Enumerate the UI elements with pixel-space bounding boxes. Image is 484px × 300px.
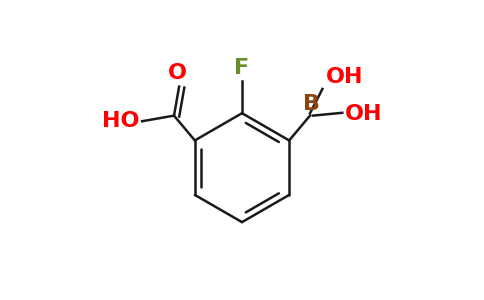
Text: HO: HO: [102, 111, 139, 131]
Text: F: F: [234, 58, 250, 78]
Text: B: B: [303, 94, 320, 114]
Text: OH: OH: [345, 104, 383, 124]
Text: O: O: [168, 63, 187, 83]
Text: OH: OH: [325, 68, 363, 88]
